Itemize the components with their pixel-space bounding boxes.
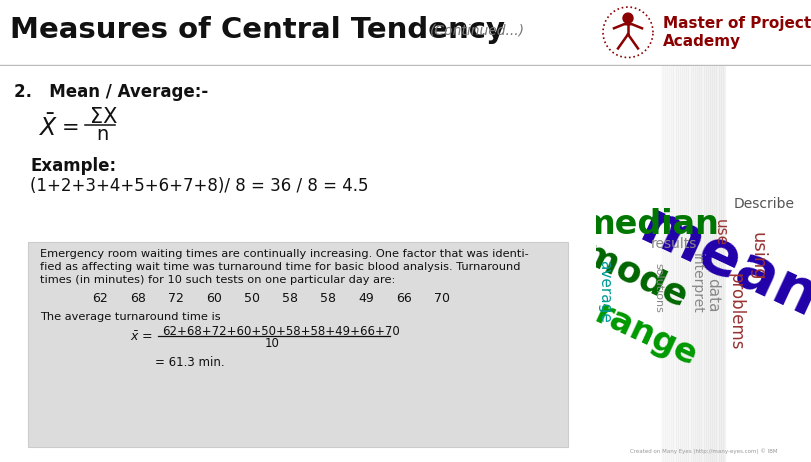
Bar bbox=[682, 66, 684, 462]
Bar bbox=[710, 66, 712, 462]
Text: Describe: Describe bbox=[733, 197, 794, 211]
Bar bbox=[712, 66, 714, 462]
Bar bbox=[704, 66, 706, 462]
Text: $\bar{X}$: $\bar{X}$ bbox=[38, 114, 58, 141]
Text: 70: 70 bbox=[434, 292, 450, 305]
Text: =: = bbox=[62, 117, 79, 138]
Text: (1+2+3+4+5+6+7+8)/ 8 = 36 / 8 = 4.5: (1+2+3+4+5+6+7+8)/ 8 = 36 / 8 = 4.5 bbox=[30, 177, 368, 195]
Text: results: results bbox=[650, 237, 697, 251]
Text: problems: problems bbox=[727, 273, 744, 350]
Bar bbox=[678, 66, 680, 462]
Bar bbox=[686, 66, 689, 462]
Bar bbox=[680, 66, 682, 462]
Bar bbox=[665, 66, 667, 462]
Bar bbox=[721, 66, 723, 462]
Text: 66: 66 bbox=[397, 292, 412, 305]
Bar bbox=[699, 66, 702, 462]
Bar bbox=[669, 66, 672, 462]
Bar bbox=[673, 66, 676, 462]
Bar bbox=[684, 66, 686, 462]
Text: using: using bbox=[749, 231, 766, 280]
Text: Academy: Academy bbox=[663, 34, 741, 49]
Bar bbox=[667, 66, 669, 462]
Text: 2.   Mean / Average:-: 2. Mean / Average:- bbox=[14, 83, 208, 101]
Bar bbox=[716, 66, 719, 462]
Text: average: average bbox=[597, 260, 612, 323]
Text: 58: 58 bbox=[282, 292, 298, 305]
Bar bbox=[693, 66, 695, 462]
Text: median: median bbox=[581, 207, 719, 241]
Text: = 61.3 min.: = 61.3 min. bbox=[155, 356, 225, 369]
Bar bbox=[663, 66, 665, 462]
Bar bbox=[706, 66, 708, 462]
Text: ΣX: ΣX bbox=[90, 107, 118, 127]
Bar bbox=[708, 66, 710, 462]
Bar bbox=[672, 66, 673, 462]
Text: solutions: solutions bbox=[654, 263, 663, 312]
Text: interpret: interpret bbox=[690, 253, 704, 314]
Bar bbox=[689, 66, 691, 462]
Bar bbox=[719, 66, 721, 462]
Text: 72: 72 bbox=[168, 292, 184, 305]
Bar bbox=[695, 66, 697, 462]
Text: times (in minutes) for 10 such tests on one particular day are:: times (in minutes) for 10 such tests on … bbox=[40, 275, 396, 285]
Bar bbox=[661, 66, 663, 462]
Text: 60: 60 bbox=[206, 292, 222, 305]
Text: use: use bbox=[713, 219, 728, 246]
Text: mode: mode bbox=[577, 237, 693, 315]
Text: 10: 10 bbox=[265, 337, 280, 350]
Text: data: data bbox=[705, 278, 719, 313]
Text: 58: 58 bbox=[320, 292, 336, 305]
Text: mean: mean bbox=[631, 197, 811, 331]
Text: 68: 68 bbox=[130, 292, 146, 305]
Bar bbox=[691, 66, 693, 462]
Bar bbox=[697, 66, 699, 462]
Circle shape bbox=[623, 13, 633, 23]
Text: 62: 62 bbox=[92, 292, 108, 305]
Text: Created on Many Eyes (http://many-eyes.com) © IBM: Created on Many Eyes (http://many-eyes.c… bbox=[630, 449, 777, 454]
Text: n: n bbox=[96, 125, 108, 144]
Bar bbox=[702, 66, 704, 462]
Text: range: range bbox=[589, 297, 702, 373]
Text: Emergency room waiting times are continually increasing. One factor that was ide: Emergency room waiting times are continu… bbox=[40, 249, 529, 259]
Text: Master of Project: Master of Project bbox=[663, 16, 811, 30]
Bar bbox=[676, 66, 678, 462]
Text: $\bar{x}$ =: $\bar{x}$ = bbox=[130, 330, 153, 344]
Bar bbox=[714, 66, 716, 462]
Text: fied as affecting wait time was turnaround time for basic blood analysis. Turnar: fied as affecting wait time was turnarou… bbox=[40, 262, 521, 272]
Text: 50: 50 bbox=[244, 292, 260, 305]
Text: (Continued...): (Continued...) bbox=[430, 23, 525, 37]
Text: Measures of Central Tendency: Measures of Central Tendency bbox=[10, 16, 505, 44]
Text: 49: 49 bbox=[358, 292, 374, 305]
FancyBboxPatch shape bbox=[28, 243, 568, 447]
Text: The average turnaround time is: The average turnaround time is bbox=[40, 312, 221, 322]
Text: Example:: Example: bbox=[30, 158, 116, 176]
Text: 62+68+72+60+50+58+58+49+66+70: 62+68+72+60+50+58+58+49+66+70 bbox=[162, 325, 400, 338]
Bar bbox=[723, 66, 725, 462]
